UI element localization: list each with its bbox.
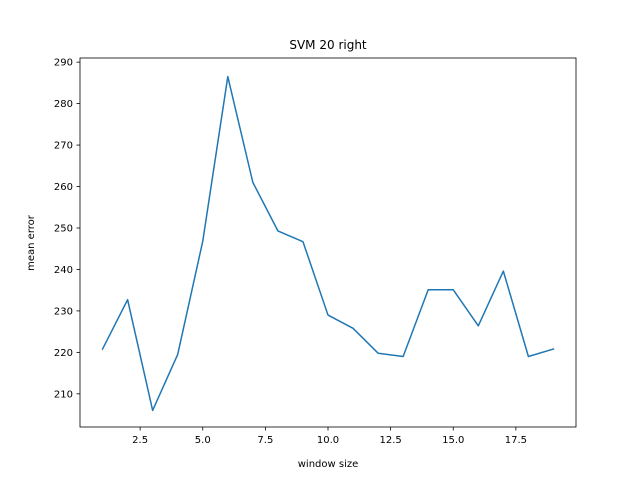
y-tick-label: 240 — [54, 265, 73, 276]
y-tick-label: 290 — [54, 58, 73, 69]
y-axis-title: mean error — [26, 214, 37, 271]
x-tick-label: 15.0 — [442, 435, 464, 446]
x-tick-label: 5.0 — [195, 435, 211, 446]
y-tick-label: 250 — [54, 223, 73, 234]
y-tick-label: 210 — [54, 389, 73, 400]
chart-title: SVM 20 right — [289, 38, 367, 52]
x-tick-label: 7.5 — [257, 435, 273, 446]
series-line-0 — [101, 75, 555, 412]
plot-area: 2.5 5.0 7.5 10.0 12.5 15.0 17.5 210 220 230 240 250… — [54, 57, 577, 446]
y-tick-label: 280 — [54, 99, 73, 110]
x-tick-label: 2.5 — [132, 435, 148, 446]
y-tick-label: 230 — [54, 306, 73, 317]
y-tick-label: 260 — [54, 182, 73, 193]
x-tick-label: 10.0 — [317, 435, 339, 446]
y-tick-label: 220 — [54, 348, 73, 359]
x-tick-label: 12.5 — [379, 435, 401, 446]
x-tick-label: 17.5 — [505, 435, 527, 446]
x-axis-title: window size — [298, 459, 359, 470]
y-tick-label: 270 — [54, 141, 73, 152]
